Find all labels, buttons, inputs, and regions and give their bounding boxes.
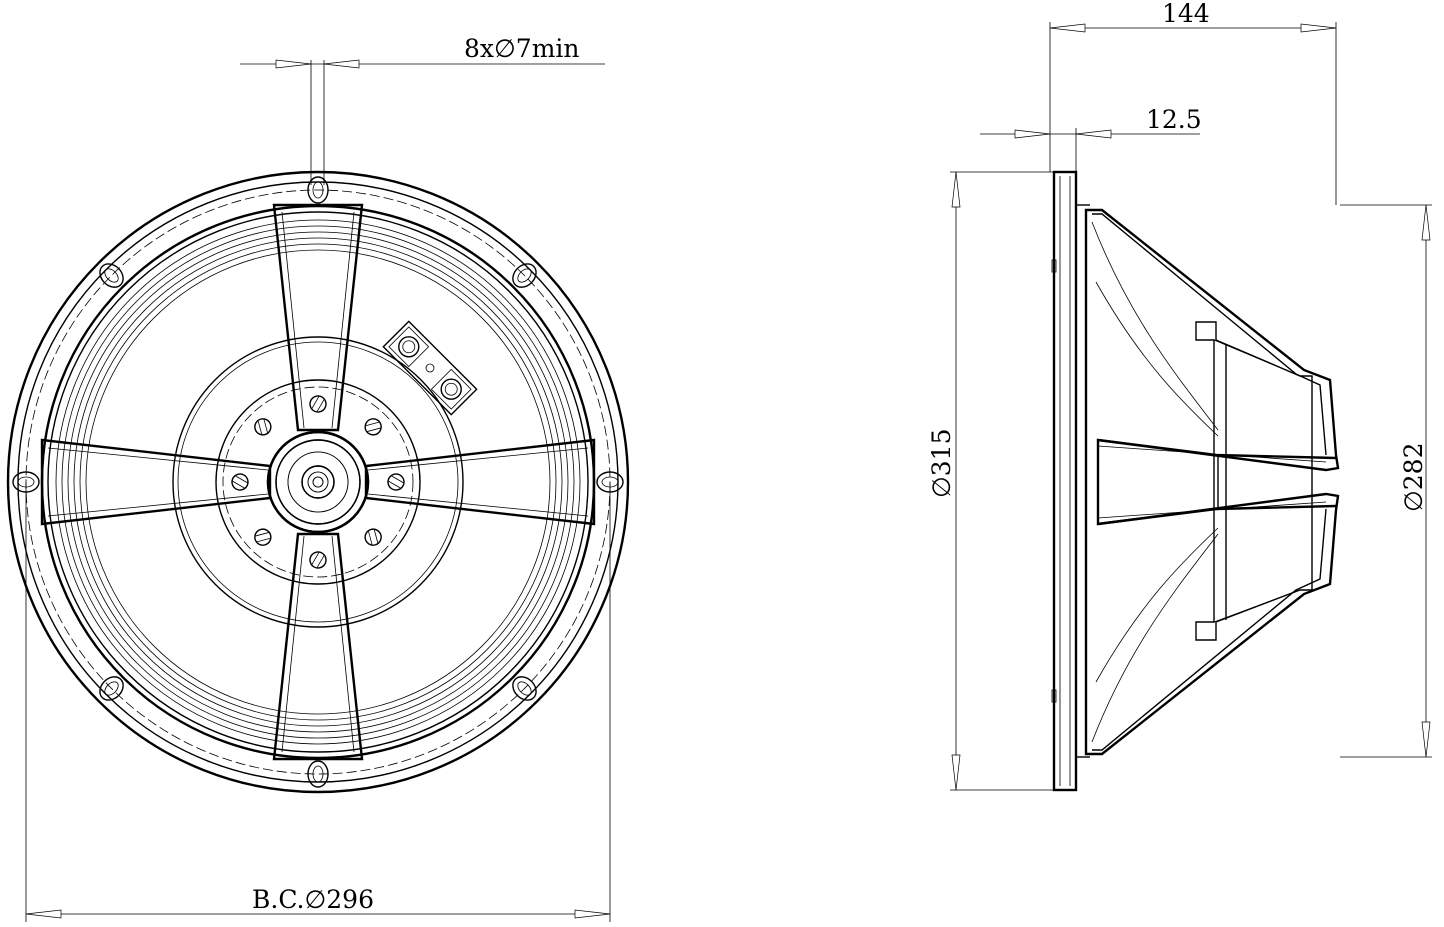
mounting-holes xyxy=(12,176,624,788)
bolt-circle-label: B.C.∅296 xyxy=(252,885,374,914)
terminal-block xyxy=(382,320,478,416)
magnet-screw xyxy=(254,528,272,546)
baffle-cutout-label: ∅282 xyxy=(1399,443,1428,513)
mounting-hole xyxy=(99,263,124,288)
depth-dimension: 144 xyxy=(1049,0,1337,205)
mounting-hole xyxy=(99,676,124,701)
magnet-screw xyxy=(364,418,382,436)
bolt-circle-dimension: B.C.∅296 xyxy=(25,482,611,922)
front-view: 8x∅7min B.C.∅296 xyxy=(6,34,630,922)
magnet-screw xyxy=(254,418,272,436)
flange-label: 12.5 xyxy=(1146,105,1202,134)
bolt-hole-dimension: 8x∅7min xyxy=(240,34,605,185)
magnet-screw xyxy=(309,395,327,413)
magnet-screw xyxy=(387,473,405,491)
magnet-screw xyxy=(364,528,382,546)
mounting-hole xyxy=(512,263,537,288)
magnet-screw xyxy=(231,473,249,491)
basket-spokes xyxy=(40,203,596,761)
bolt-hole-label: 8x∅7min xyxy=(464,34,580,63)
baffle-cutout-dimension: ∅282 xyxy=(1340,204,1432,758)
outer-diameter-label: ∅315 xyxy=(927,429,956,499)
mounting-hole xyxy=(307,760,329,788)
outer-diameter-dimension: ∅315 xyxy=(927,171,1054,791)
mounting-hole xyxy=(307,176,329,204)
magnet-screws xyxy=(231,395,405,569)
flange-dimension: 12.5 xyxy=(980,105,1202,172)
magnet-screw xyxy=(309,551,327,569)
side-view: 144 12.5 ∅315 ∅282 xyxy=(927,0,1432,792)
depth-label: 144 xyxy=(1162,0,1210,28)
